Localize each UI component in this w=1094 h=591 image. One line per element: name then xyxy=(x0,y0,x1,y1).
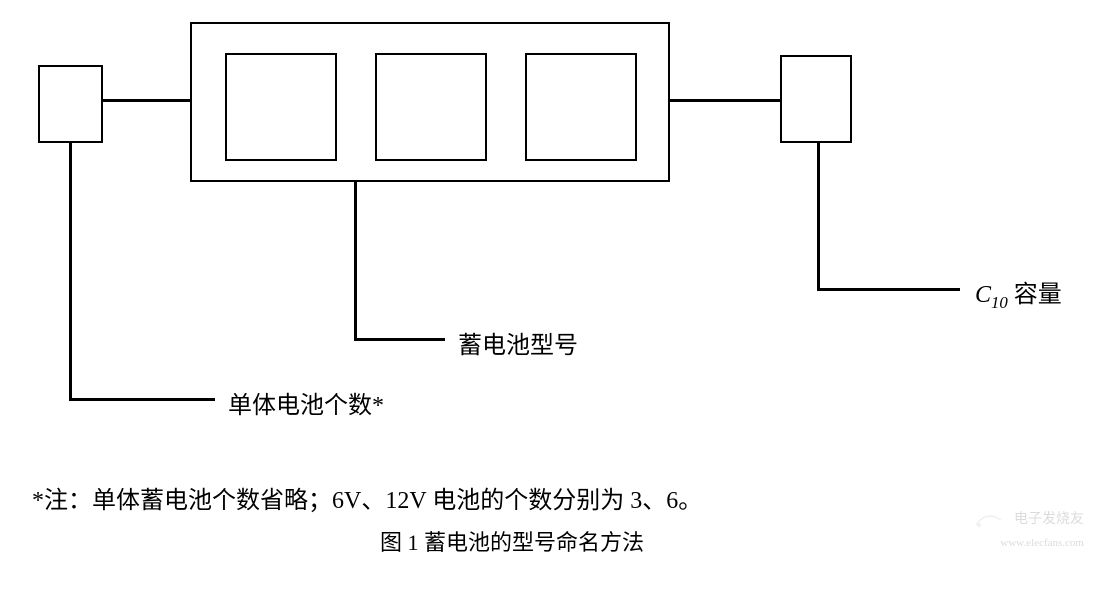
diagram-container: C10 容量 蓄电池型号 单体电池个数* *注：单体蓄电池个数省略；6V、12V… xyxy=(0,0,1094,591)
c10-prefix: C xyxy=(975,282,991,308)
connector-left-down-h xyxy=(69,398,215,401)
connector-left-center xyxy=(103,99,190,102)
c10-sub: 10 xyxy=(991,293,1008,312)
label-c10-capacity: C10 容量 xyxy=(975,274,1062,313)
center-inner-box-2 xyxy=(375,53,487,161)
connector-center-right xyxy=(670,99,780,102)
figure-caption: 图 1 蓄电池的型号命名方法 xyxy=(380,525,644,557)
center-inner-box-3 xyxy=(525,53,637,161)
watermark: 电子发烧友 www.elecfans.com xyxy=(971,505,1085,551)
note-text: *注：单体蓄电池个数省略；6V、12V 电池的个数分别为 3、6。 xyxy=(32,480,702,515)
connector-right-down-v xyxy=(817,143,820,290)
center-inner-box-1 xyxy=(225,53,337,161)
label-cell-count: 单体电池个数* xyxy=(228,385,384,420)
label-battery-model: 蓄电池型号 xyxy=(458,325,578,360)
right-box xyxy=(780,55,852,143)
connector-left-down-v xyxy=(69,143,72,400)
left-box xyxy=(38,65,103,143)
watermark-text-1: 电子发烧友 xyxy=(1014,512,1084,527)
c10-suffix: 容量 xyxy=(1008,282,1062,308)
connector-center-down-v xyxy=(354,182,357,340)
watermark-text-2: www.elecfans.com xyxy=(1000,537,1084,549)
connector-center-down-h xyxy=(354,338,445,341)
connector-right-down-h xyxy=(817,288,960,291)
